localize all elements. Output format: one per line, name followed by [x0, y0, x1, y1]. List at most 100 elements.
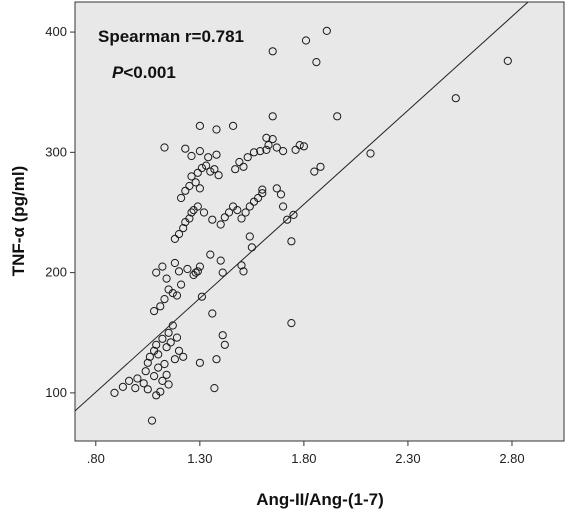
data-point-35 — [168, 289, 177, 298]
data-point-128 — [195, 358, 204, 367]
data-point-94 — [249, 148, 259, 157]
data-point-126 — [220, 340, 229, 349]
data-point-76 — [229, 121, 238, 131]
data-point-102 — [268, 112, 277, 121]
data-point-89 — [258, 189, 267, 198]
data-point-97 — [264, 141, 273, 150]
data-points — [110, 26, 512, 425]
data-point-59 — [191, 178, 200, 187]
data-point-116 — [245, 232, 254, 241]
data-point-53 — [187, 208, 196, 217]
data-point-98 — [268, 135, 277, 144]
data-point-81 — [224, 208, 234, 217]
p-label: P — [112, 63, 124, 82]
data-point-31 — [150, 307, 159, 316]
data-point-132 — [301, 36, 311, 45]
data-point-134 — [322, 26, 331, 35]
data-point-135 — [366, 149, 375, 158]
data-point-21 — [154, 350, 163, 359]
data-point-80 — [220, 213, 229, 222]
data-point-37 — [177, 280, 186, 289]
data-point-16 — [162, 370, 171, 379]
data-point-60 — [195, 184, 204, 193]
correlation-annotation: Spearman r=0.781 — [98, 27, 244, 46]
data-point-58 — [185, 181, 194, 191]
data-point-24 — [166, 338, 175, 347]
data-point-85 — [241, 208, 250, 217]
data-point-74 — [195, 121, 204, 131]
data-point-115 — [258, 185, 267, 194]
data-point-113 — [287, 237, 296, 246]
y-axis-title: TNF-α (pg/ml) — [9, 166, 28, 277]
data-point-30 — [179, 352, 188, 361]
data-point-95 — [256, 147, 265, 156]
data-point-28 — [170, 355, 179, 364]
data-point-93 — [243, 153, 252, 162]
data-point-127 — [212, 355, 221, 364]
data-point-69 — [195, 147, 204, 156]
data-point-105 — [299, 142, 308, 151]
data-point-15 — [160, 359, 169, 369]
data-point-22 — [158, 334, 167, 343]
x-tick-label: 1.80 — [291, 451, 316, 466]
data-point-67 — [214, 171, 223, 180]
data-point-75 — [212, 125, 221, 134]
data-point-48 — [170, 234, 179, 243]
data-point-3 — [131, 384, 140, 393]
data-point-114 — [289, 210, 298, 219]
x-axis-title: Ang-II/Ang-(1-7) — [256, 490, 383, 509]
data-point-1 — [118, 382, 128, 391]
data-point-8 — [143, 385, 152, 394]
data-point-92 — [239, 162, 248, 171]
data-point-50 — [179, 224, 188, 233]
data-point-47 — [195, 262, 204, 271]
data-point-130 — [287, 319, 296, 328]
data-point-86 — [245, 202, 254, 211]
data-point-41 — [170, 258, 179, 268]
data-point-124 — [208, 309, 217, 318]
data-point-84 — [237, 214, 246, 223]
data-point-104 — [295, 141, 304, 150]
data-point-83 — [233, 206, 242, 215]
data-point-7 — [143, 358, 152, 367]
data-point-101 — [262, 133, 271, 142]
data-point-131 — [268, 47, 277, 56]
data-point-109 — [272, 184, 281, 193]
data-point-90 — [231, 165, 240, 174]
data-point-17 — [164, 380, 173, 389]
data-point-36 — [172, 291, 182, 300]
x-tick-label: 2.30 — [395, 451, 420, 466]
data-point-107 — [316, 162, 325, 171]
data-point-77 — [199, 208, 209, 217]
y-tick-label: 200 — [45, 265, 67, 280]
data-point-106 — [310, 167, 319, 176]
p-value-annotation: P<0.001 — [112, 63, 176, 82]
data-point-68 — [187, 151, 196, 161]
data-point-5 — [139, 379, 148, 388]
data-point-99 — [272, 143, 281, 152]
data-point-57 — [181, 186, 190, 195]
data-point-125 — [218, 331, 227, 340]
data-point-4 — [133, 374, 142, 383]
data-point-62 — [193, 168, 202, 177]
data-point-121 — [218, 268, 227, 277]
data-point-9 — [147, 416, 157, 425]
data-point-29 — [174, 346, 184, 355]
data-point-61 — [187, 172, 196, 181]
data-point-39 — [158, 262, 167, 271]
data-point-23 — [162, 343, 171, 352]
data-point-2 — [125, 376, 134, 385]
data-point-6 — [141, 367, 150, 376]
data-point-112 — [283, 215, 292, 224]
data-point-96 — [262, 145, 271, 154]
data-point-100 — [279, 147, 288, 156]
data-point-12 — [154, 363, 163, 372]
p-value: <0.001 — [123, 63, 175, 82]
data-point-63 — [197, 163, 206, 173]
data-point-45 — [191, 268, 200, 277]
data-point-79 — [216, 220, 225, 229]
y-tick-label: 100 — [45, 385, 67, 400]
data-point-71 — [212, 150, 221, 159]
data-point-40 — [162, 274, 171, 283]
